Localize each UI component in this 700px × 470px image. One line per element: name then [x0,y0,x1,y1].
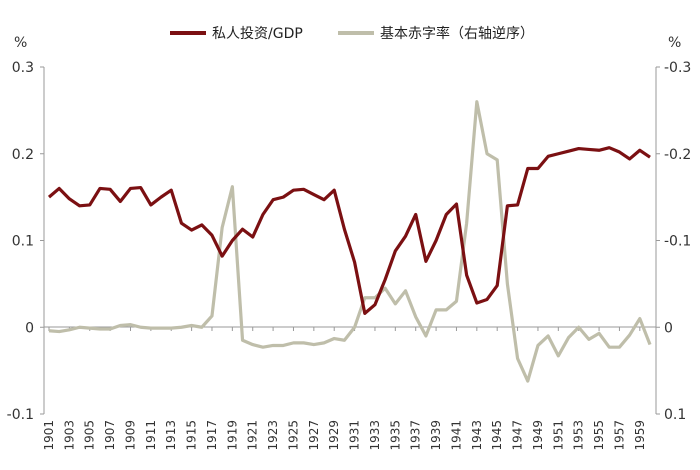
right-tick-label: -0.1 [664,234,691,250]
x-tick-label: 1901 [42,420,56,451]
x-tick-label: 1909 [123,420,137,451]
left-tick-label: -0.1 [7,407,34,423]
x-tick-label: 1939 [429,420,443,451]
x-tick-label: 1951 [551,420,565,451]
left-tick-label: 0.1 [12,234,34,250]
x-tick-label: 1959 [633,420,647,451]
x-tick-label: 1921 [246,420,260,451]
x-tick-label: 1925 [286,420,300,451]
left-tick-label: 0.2 [12,147,34,163]
x-tick-label: 1931 [348,420,362,451]
left-unit: % [14,35,27,51]
legend: 私人投资/GDP 基本赤字率（右轴逆序） [170,25,534,42]
right-tick-label: 0 [664,320,673,336]
x-tick-label: 1913 [164,420,178,451]
x-tick-label: 1911 [144,420,158,451]
legend-label-series-2: 基本赤字率（右轴逆序） [380,25,534,42]
series-line-deficit-rate [48,100,652,383]
x-tick-label: 1903 [62,420,76,451]
left-axis-ticks: -0.1 0 0.1 0.2 0.3 [7,60,44,423]
x-tick-label: 1945 [490,420,504,451]
x-tick-label: 1935 [388,420,402,451]
right-tick-label: -0.2 [664,147,691,163]
right-tick-label: -0.3 [664,60,691,76]
x-tick-label: 1941 [449,420,463,451]
x-tick-label: 1927 [307,420,321,451]
x-tick-label: 1937 [409,420,423,451]
x-tick-label: 1947 [511,420,525,451]
x-tick-label: 1949 [531,420,545,451]
x-tick-label: 1953 [572,420,586,451]
right-unit: % [668,35,681,51]
x-tick-label: 1943 [470,420,484,451]
x-tick-label: 1907 [103,420,117,451]
left-tick-label: 0 [25,320,34,336]
x-tick-label: 1929 [327,420,341,451]
left-tick-label: 0.3 [12,60,34,76]
x-tick-label: 1919 [225,420,239,451]
legend-label-series-1: 私人投资/GDP [212,26,303,42]
x-tick-label: 1917 [205,420,219,451]
right-tick-label: 0.1 [664,407,686,423]
x-tick-label: 1933 [368,420,382,451]
x-tick-label: 1923 [266,420,280,451]
x-tick-label: 1915 [185,420,199,451]
right-axis-ticks: 0.1 0 -0.1 -0.2 -0.3 [656,60,691,423]
x-axis-ticks: 1901 1903 1905 1907 1909 1911 1913 1915 1917 1919… [42,327,647,451]
x-tick-label: 1905 [83,420,97,451]
x-tick-label: 1957 [612,420,626,451]
series-line-private-investment-gdp [47,146,651,315]
x-tick-label: 1955 [592,420,606,451]
